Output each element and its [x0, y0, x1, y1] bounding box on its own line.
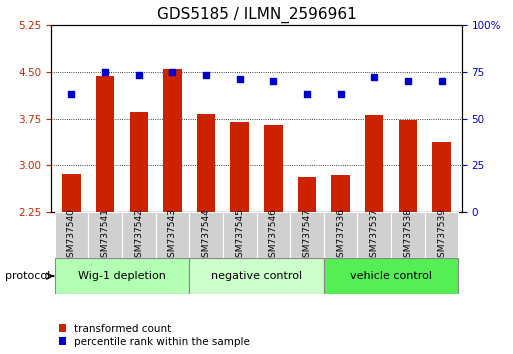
Text: protocol: protocol [5, 271, 51, 281]
Bar [189, 258, 324, 294]
Text: GSM737539: GSM737539 [437, 208, 446, 263]
Bar [256, 212, 290, 258]
Bar [391, 212, 425, 258]
Bar [129, 112, 148, 212]
Bar [163, 69, 182, 212]
Point [269, 78, 278, 84]
Bar [189, 212, 223, 258]
Bar [264, 125, 283, 212]
Bar [432, 142, 451, 212]
Text: GSM737543: GSM737543 [168, 208, 177, 263]
Point [370, 74, 379, 80]
Bar [230, 122, 249, 212]
Bar [55, 258, 189, 294]
Text: GSM737540: GSM737540 [67, 208, 76, 263]
Text: GSM737537: GSM737537 [370, 208, 379, 263]
Bar [155, 212, 189, 258]
Point [168, 69, 176, 74]
Text: GSM737547: GSM737547 [303, 208, 311, 263]
Point [303, 91, 311, 97]
Bar [324, 212, 358, 258]
Bar [62, 173, 81, 212]
Bar [365, 115, 384, 212]
Bar [96, 76, 114, 212]
Text: Wig-1 depletion: Wig-1 depletion [78, 271, 166, 281]
Bar [290, 212, 324, 258]
Bar [425, 212, 458, 258]
Title: GDS5185 / ILMN_2596961: GDS5185 / ILMN_2596961 [156, 7, 357, 23]
Bar [324, 258, 458, 294]
Bar [223, 212, 256, 258]
Text: GSM737542: GSM737542 [134, 208, 143, 263]
Point [67, 91, 75, 97]
Point [134, 73, 143, 78]
Text: negative control: negative control [211, 271, 302, 281]
Point [202, 73, 210, 78]
Text: GSM737545: GSM737545 [235, 208, 244, 263]
Bar [197, 114, 215, 212]
Bar [358, 212, 391, 258]
Text: GSM737536: GSM737536 [336, 208, 345, 263]
Point [438, 78, 446, 84]
Text: GSM737541: GSM737541 [101, 208, 110, 263]
Point [404, 78, 412, 84]
Bar [298, 177, 316, 212]
Bar [88, 212, 122, 258]
Bar [122, 212, 155, 258]
Point [337, 91, 345, 97]
Bar [331, 175, 350, 212]
Bar [399, 120, 417, 212]
Legend: transformed count, percentile rank within the sample: transformed count, percentile rank withi… [56, 321, 252, 349]
Point [101, 69, 109, 74]
Text: GSM737538: GSM737538 [403, 208, 412, 263]
Point [235, 76, 244, 82]
Text: GSM737544: GSM737544 [202, 208, 210, 263]
Bar [55, 212, 88, 258]
Text: vehicle control: vehicle control [350, 271, 432, 281]
Text: GSM737546: GSM737546 [269, 208, 278, 263]
